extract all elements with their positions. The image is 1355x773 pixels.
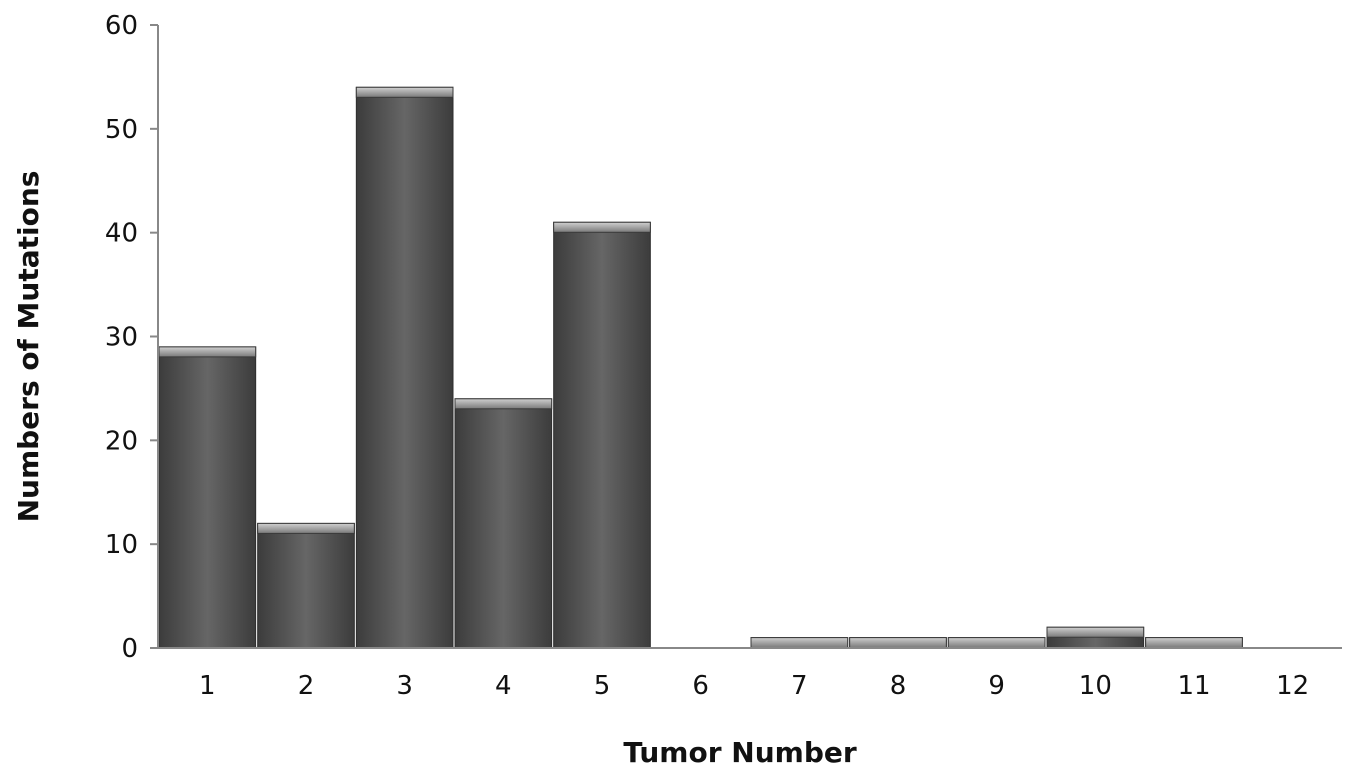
bar-cap-tumor-7 <box>750 637 849 649</box>
bar-cap-tumor-1 <box>158 346 257 358</box>
y-tick-label: 0 <box>121 634 138 664</box>
x-tick-label: 6 <box>692 671 709 701</box>
x-axis-title: Tumor Number <box>623 736 857 769</box>
bar-cap-tumor-9 <box>947 637 1046 649</box>
bar-cap-tumor-4 <box>454 398 553 410</box>
bar-tumor-3 <box>355 86 454 649</box>
x-tick-label: 12 <box>1276 671 1309 701</box>
y-tick-label: 30 <box>105 323 138 353</box>
x-tick-label: 10 <box>1079 671 1112 701</box>
x-tick-label: 9 <box>988 671 1005 701</box>
x-tick-label: 2 <box>298 671 315 701</box>
x-ticks: 1 2 3 4 5 6 7 8 9 10 11 12 <box>199 671 1309 701</box>
x-tick-label: 3 <box>396 671 413 701</box>
bars-layer <box>158 86 1243 649</box>
y-tick-label: 10 <box>105 530 138 560</box>
bar-cap-tumor-2 <box>257 522 355 534</box>
bar-cap-tumor-8 <box>849 637 947 649</box>
x-tick-label: 4 <box>495 671 512 701</box>
y-ticks: 0 10 20 30 40 50 60 <box>105 11 158 664</box>
y-axis-title: Numbers of Mutations <box>12 171 45 523</box>
bar-cap-tumor-5 <box>553 221 651 233</box>
x-tick-label: 1 <box>199 671 216 701</box>
x-tick-label: 11 <box>1177 671 1210 701</box>
bar-tumor-2 <box>257 522 355 649</box>
bar-tumor-5 <box>553 221 651 649</box>
y-tick-label: 20 <box>105 426 138 456</box>
y-tick-label: 50 <box>105 115 138 145</box>
y-tick-label: 40 <box>105 219 138 249</box>
y-tick-label: 60 <box>105 11 138 41</box>
bar-cap-tumor-11 <box>1145 637 1243 649</box>
x-tick-label: 7 <box>791 671 808 701</box>
x-tick-label: 5 <box>594 671 611 701</box>
bar-tumor-1 <box>158 346 257 649</box>
x-tick-label: 8 <box>890 671 907 701</box>
bar-cap-tumor-10 <box>1046 626 1145 638</box>
bar-cap-tumor-3 <box>355 86 454 98</box>
bar-tumor-4 <box>454 398 553 649</box>
